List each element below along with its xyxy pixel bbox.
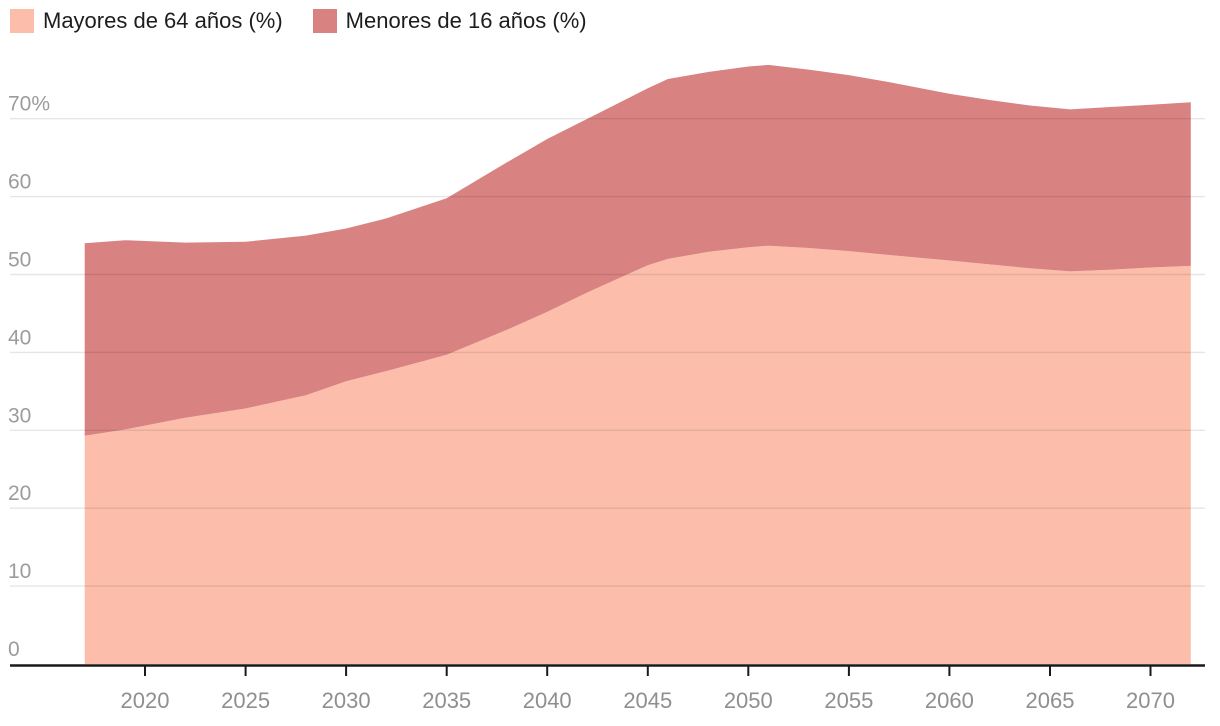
y-tick-label: 0 [8, 638, 20, 661]
x-tick-label: 2030 [322, 688, 371, 713]
legend-item-menores: Menores de 16 años (%) [312, 8, 587, 33]
x-tick-label: 2055 [824, 688, 873, 713]
legend-item-mayores: Mayores de 64 años (%) [10, 9, 283, 33]
y-tick-label: 10 [8, 560, 31, 583]
x-tick-label: 2040 [523, 688, 572, 713]
y-tick-label: 60 [8, 171, 31, 194]
legend-label-mayores: Mayores de 64 años (%) [43, 8, 283, 33]
x-tick-label: 2025 [221, 688, 270, 713]
legend: Mayores de 64 años (%) Menores de 16 año… [10, 9, 587, 33]
x-tick-label: 2045 [623, 688, 672, 713]
x-tick-label: 2050 [724, 688, 773, 713]
x-tick-label: 2065 [1026, 688, 1075, 713]
y-tick-label: 70% [8, 93, 50, 116]
area-mayores [84, 245, 1191, 664]
x-tick-label: 2035 [422, 688, 471, 713]
x-tick-label: 2070 [1126, 688, 1175, 713]
y-tick-label: 30 [8, 404, 31, 427]
x-tick-label: 2060 [925, 688, 974, 713]
legend-label-menores: Menores de 16 años (%) [345, 8, 587, 33]
area-menores [84, 64, 1191, 436]
y-tick-label: 40 [8, 326, 31, 349]
legend-swatch-mayores [10, 9, 34, 33]
y-tick-label: 50 [8, 249, 31, 272]
x-tick-label: 2020 [121, 688, 170, 713]
y-tick-label: 20 [8, 482, 31, 505]
legend-swatch-menores [312, 9, 337, 33]
